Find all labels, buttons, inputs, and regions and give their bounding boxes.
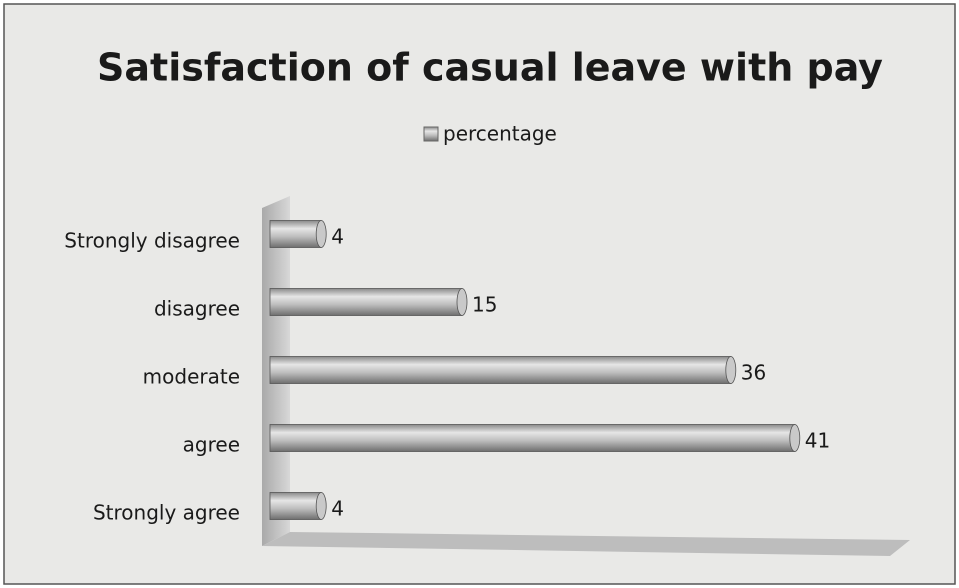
bar	[269, 220, 322, 248]
value-label: 4	[331, 497, 344, 521]
value-label: 41	[805, 429, 830, 453]
bar	[269, 356, 732, 384]
floor	[262, 532, 910, 556]
bar-cap	[456, 288, 468, 316]
y-tick-label: Strongly disagree	[64, 229, 240, 253]
bar-cap	[789, 424, 801, 452]
value-label: 4	[331, 225, 344, 249]
bar-cap	[315, 492, 327, 520]
y-tick-label: disagree	[154, 297, 240, 321]
bar-cap	[725, 356, 737, 384]
bar	[269, 424, 796, 452]
chart-frame	[3, 3, 956, 585]
y-tick-label: moderate	[143, 365, 240, 389]
bar	[269, 288, 463, 316]
y-tick-label: Strongly agree	[93, 501, 240, 525]
value-label: 36	[741, 361, 766, 385]
chart-title: Satisfaction of casual leave with pay	[97, 46, 883, 90]
legend-label: percentage	[443, 122, 557, 146]
value-label: 15	[472, 293, 497, 317]
bar-cap	[315, 220, 327, 248]
bar	[269, 492, 322, 520]
y-tick-label: agree	[183, 433, 240, 457]
legend-swatch	[423, 126, 439, 142]
